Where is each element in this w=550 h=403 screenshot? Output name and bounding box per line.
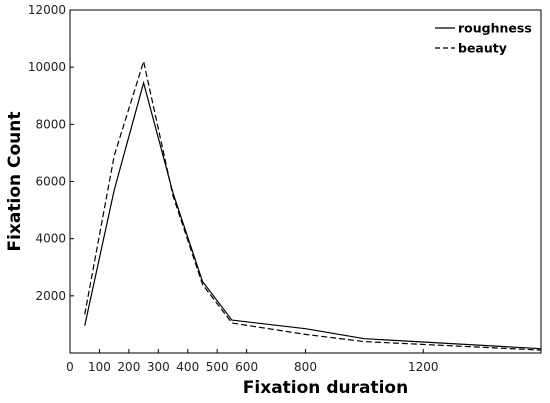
x-tick-label: 1200 bbox=[408, 360, 439, 374]
x-tick-label: 300 bbox=[147, 360, 170, 374]
x-tick-label: 0 bbox=[66, 360, 74, 374]
x-tick-label: 200 bbox=[117, 360, 140, 374]
y-tick-label: 6000 bbox=[35, 175, 66, 189]
y-axis-ticks: 2000 4000 6000 8000 10000 12000 bbox=[28, 3, 74, 303]
legend: roughness beauty bbox=[435, 21, 532, 56]
x-tick-label: 600 bbox=[235, 360, 258, 374]
x-tick-label: 800 bbox=[294, 360, 317, 374]
x-tick-label: 400 bbox=[176, 360, 199, 374]
series-line-beauty bbox=[84, 59, 542, 351]
series-line-roughness bbox=[84, 80, 542, 350]
x-axis-ticks: 0 100 200 300 400 500 600 800 1200 bbox=[66, 349, 439, 374]
x-tick-label: 500 bbox=[206, 360, 229, 374]
x-tick-label: 100 bbox=[88, 360, 111, 374]
legend-label-roughness: roughness bbox=[458, 21, 532, 36]
x-axis-label: Fixation duration bbox=[243, 378, 408, 398]
legend-label-beauty: beauty bbox=[458, 41, 507, 56]
y-tick-label: 12000 bbox=[28, 3, 66, 17]
plot-area-frame bbox=[69, 9, 542, 354]
y-axis-label: Fixation Count bbox=[5, 111, 25, 251]
y-tick-label: 10000 bbox=[28, 60, 66, 74]
y-tick-label: 2000 bbox=[35, 289, 66, 303]
y-tick-label: 8000 bbox=[35, 117, 66, 131]
y-tick-label: 4000 bbox=[35, 232, 66, 246]
series-layer bbox=[84, 59, 542, 351]
